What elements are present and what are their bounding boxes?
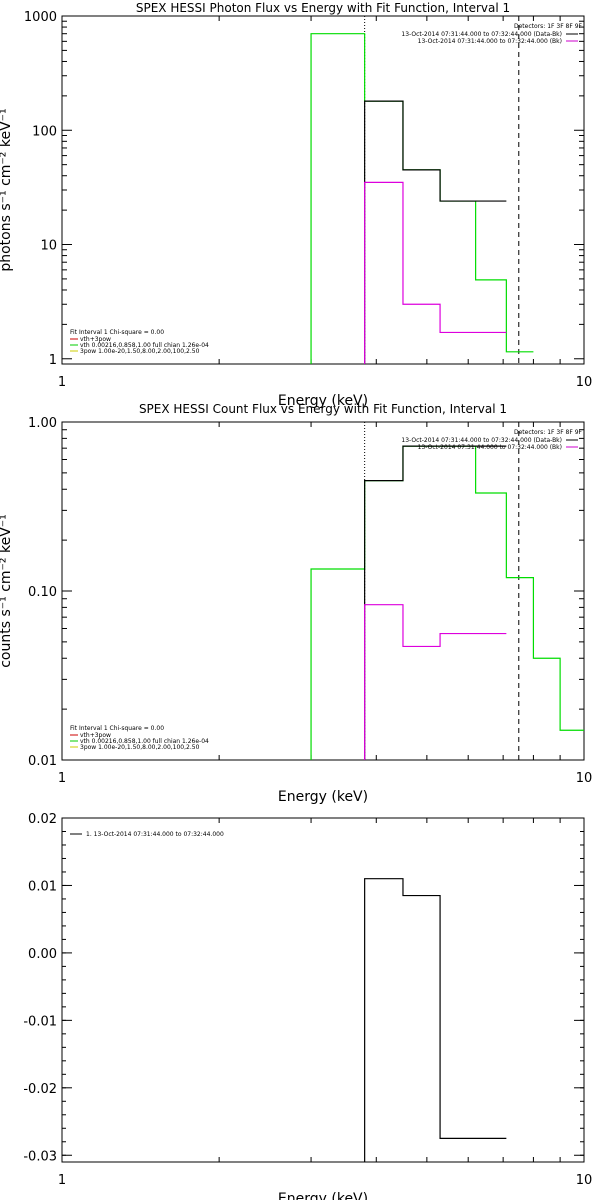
y-axis-label: counts s⁻¹ cm⁻² keV⁻¹ xyxy=(0,514,14,668)
plot-area xyxy=(310,445,584,760)
legend-entry: 13-Oct-2014 07:31:44.000 to 07:32:44.000… xyxy=(418,444,562,451)
chart-1: SPEX HESSI Photon Flux vs Energy with Fi… xyxy=(0,1,592,409)
legend-entry: 3pow 1.00e-20,1.50,8.00,2.00,100,2.50 xyxy=(80,348,200,355)
y-tick-label: -0.03 xyxy=(23,1149,57,1164)
y-tick-label: 0.10 xyxy=(28,585,57,600)
legend-entry: vth 0.00216,0.858,1.00 full chian 1.26e-… xyxy=(80,342,209,349)
y-tick-label: 100 xyxy=(32,124,57,139)
legend-heading: Detectors: 1F 3F 8F 9F xyxy=(514,23,583,30)
legend-entry: 3pow 1.00e-20,1.50,8.00,2.00,100,2.50 xyxy=(80,744,200,751)
y-tick-label: -0.01 xyxy=(23,1014,57,1029)
chart-3: 1 10 Energy (keV) 0.02 0.01 0.00 -0.01 -0.02 -0.… xyxy=(23,812,592,1200)
y-tick-label: 1000 xyxy=(24,10,57,25)
legend-heading: Detectors: 1F 3F 8F 9F xyxy=(514,429,583,436)
y-axis-label: photons s⁻¹ cm⁻² keV⁻¹ xyxy=(0,108,14,271)
y-tick-label: 0.01 xyxy=(28,754,57,769)
plot-frame xyxy=(61,817,585,1163)
chart-2: SPEX HESSI Count Flux vs Energy with Fit… xyxy=(0,402,592,805)
plot-frame xyxy=(61,15,585,365)
legend-entry: vth+3pow xyxy=(80,732,111,739)
legend-entry: 13-Oct-2014 07:31:44.000 to 07:32:44.000… xyxy=(418,38,562,45)
y-tick-label: 10 xyxy=(40,239,57,254)
series-1-line xyxy=(364,878,507,1162)
legend-heading: Fit Interval 1 Chi-square = 0.00 xyxy=(70,329,164,336)
series-1-line xyxy=(310,33,534,364)
y-tick-label: 0.00 xyxy=(28,947,57,962)
x-tick-label: 10 xyxy=(576,375,593,390)
legend-entry: 1. 13-Oct-2014 07:31:44.000 to 07:32:44.… xyxy=(86,831,224,838)
x-tick-label: 10 xyxy=(576,771,593,786)
legend-heading: Fit Interval 1 Chi-square = 0.00 xyxy=(70,725,164,732)
legend-entry: vth+3pow xyxy=(80,336,111,343)
series-2-line xyxy=(364,100,507,364)
x-tick-label: 1 xyxy=(58,375,66,390)
y-tick-label: 1.00 xyxy=(28,416,57,431)
legend-entry: 13-Oct-2014 07:31:44.000 to 07:32:44.000… xyxy=(401,437,562,444)
plot-area xyxy=(364,878,507,1162)
legend-entry: 13-Oct-2014 07:31:44.000 to 07:32:44.000… xyxy=(401,31,562,38)
series-1-line xyxy=(310,445,584,760)
y-tick-label: -0.02 xyxy=(23,1082,57,1097)
y-tick-label: 0.02 xyxy=(28,812,57,827)
plot-frame xyxy=(61,421,585,761)
x-tick-label: 10 xyxy=(576,1173,593,1188)
plot-area xyxy=(310,33,534,364)
x-axis-label: Energy (keV) xyxy=(278,393,368,409)
chart-title: SPEX HESSI Count Flux vs Energy with Fit… xyxy=(139,402,507,416)
x-axis-label: Energy (keV) xyxy=(278,1191,368,1200)
x-tick-label: 1 xyxy=(58,1173,66,1188)
series-3-line xyxy=(364,604,507,760)
legend-entry: vth 0.00216,0.858,1.00 full chian 1.26e-… xyxy=(80,738,209,745)
x-axis-label: Energy (keV) xyxy=(278,789,368,805)
x-tick-label: 1 xyxy=(58,771,66,786)
y-tick-label: 1 xyxy=(49,353,57,368)
y-tick-label: 0.01 xyxy=(28,879,57,894)
chart-title: SPEX HESSI Photon Flux vs Energy with Fi… xyxy=(136,1,510,15)
series-3-line xyxy=(364,181,507,364)
series-2-line xyxy=(364,445,507,760)
